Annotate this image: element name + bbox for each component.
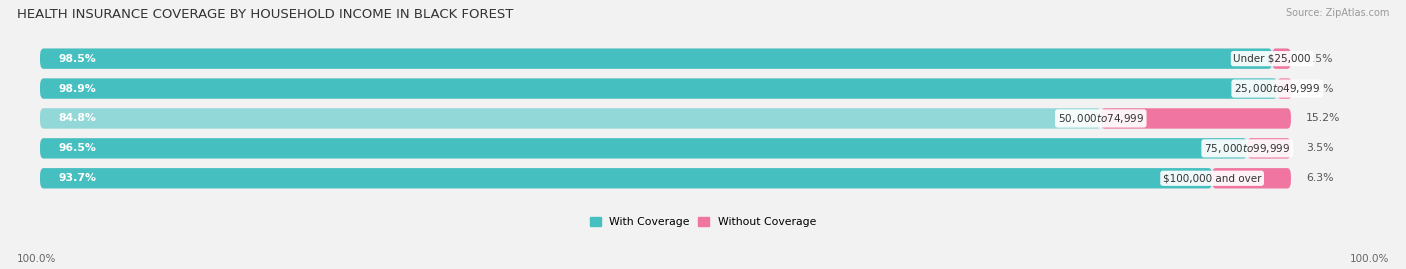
FancyBboxPatch shape (39, 168, 1291, 189)
Text: $75,000 to $99,999: $75,000 to $99,999 (1204, 142, 1291, 155)
FancyBboxPatch shape (39, 78, 1277, 99)
Text: 3.5%: 3.5% (1306, 143, 1333, 153)
Text: 98.9%: 98.9% (59, 84, 97, 94)
FancyBboxPatch shape (1212, 168, 1291, 189)
FancyBboxPatch shape (39, 78, 1291, 99)
FancyBboxPatch shape (39, 168, 1212, 189)
Text: 15.2%: 15.2% (1306, 114, 1340, 123)
Text: Source: ZipAtlas.com: Source: ZipAtlas.com (1285, 8, 1389, 18)
Text: 98.5%: 98.5% (59, 54, 97, 64)
FancyBboxPatch shape (39, 108, 1291, 129)
FancyBboxPatch shape (39, 138, 1291, 158)
FancyBboxPatch shape (1247, 138, 1291, 158)
Text: $25,000 to $49,999: $25,000 to $49,999 (1234, 82, 1320, 95)
Text: 93.7%: 93.7% (59, 173, 97, 183)
FancyBboxPatch shape (1277, 78, 1292, 99)
FancyBboxPatch shape (39, 138, 1247, 158)
Text: 1.5%: 1.5% (1306, 54, 1333, 64)
Text: 6.3%: 6.3% (1306, 173, 1333, 183)
FancyBboxPatch shape (39, 108, 1101, 129)
FancyBboxPatch shape (1272, 48, 1291, 69)
Text: Under $25,000: Under $25,000 (1233, 54, 1310, 64)
Legend: With Coverage, Without Coverage: With Coverage, Without Coverage (589, 217, 817, 227)
Text: 100.0%: 100.0% (1350, 254, 1389, 264)
FancyBboxPatch shape (1101, 108, 1291, 129)
Text: $50,000 to $74,999: $50,000 to $74,999 (1057, 112, 1144, 125)
Text: HEALTH INSURANCE COVERAGE BY HOUSEHOLD INCOME IN BLACK FOREST: HEALTH INSURANCE COVERAGE BY HOUSEHOLD I… (17, 8, 513, 21)
Text: 100.0%: 100.0% (17, 254, 56, 264)
Text: 84.8%: 84.8% (59, 114, 97, 123)
FancyBboxPatch shape (39, 48, 1291, 69)
FancyBboxPatch shape (39, 48, 1272, 69)
Text: 96.5%: 96.5% (59, 143, 97, 153)
Text: 1.2%: 1.2% (1308, 84, 1334, 94)
Text: $100,000 and over: $100,000 and over (1163, 173, 1261, 183)
